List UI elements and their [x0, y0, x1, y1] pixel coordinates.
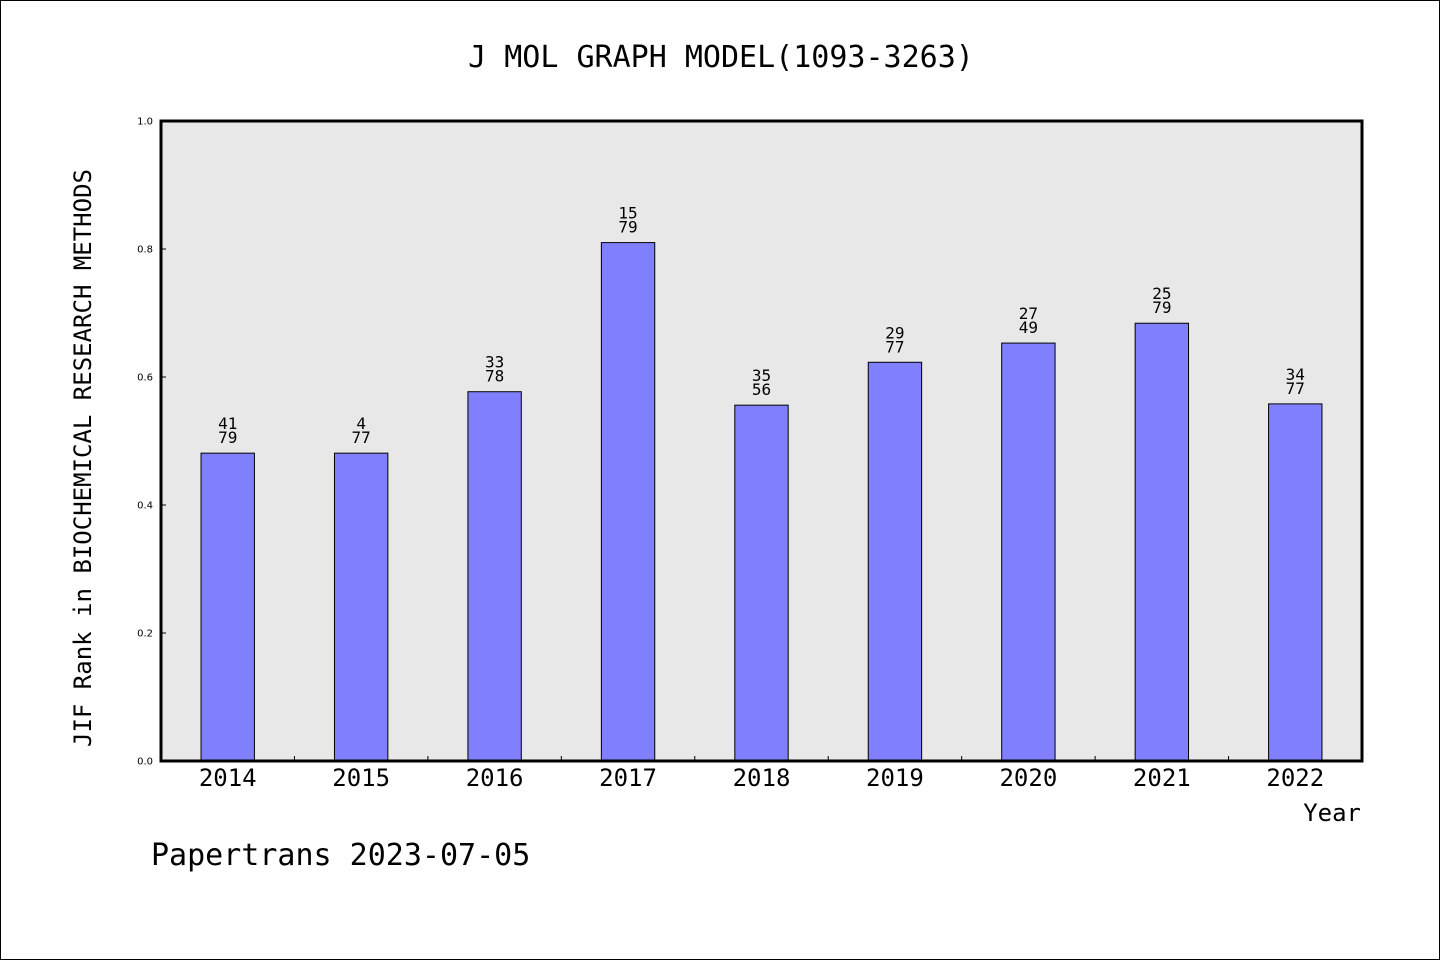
x-tick-label-2015: 2015: [332, 764, 390, 792]
y-tick-label: 0.2: [137, 629, 153, 640]
data-label-rank-2021: 25: [1152, 284, 1171, 303]
data-label-rank-2015: 4: [356, 414, 366, 433]
data-label-rank-2022: 34: [1286, 365, 1305, 384]
data-label-rank-2017: 15: [618, 204, 637, 223]
y-tick-label: 0.6: [137, 373, 153, 384]
y-tick-label: 0.8: [137, 245, 153, 256]
data-label-rank-2016: 33: [485, 353, 504, 372]
bar-2014: [200, 452, 255, 762]
data-label-rank-2018: 35: [752, 366, 771, 385]
data-label-rank-2014: 41: [218, 414, 237, 433]
data-label-total-2020: 49: [1019, 318, 1038, 337]
data-label-total-2021: 79: [1152, 298, 1171, 317]
data-label-total-2018: 56: [752, 380, 771, 399]
data-label-total-2017: 79: [618, 218, 637, 237]
y-tick-label: 0.4: [137, 501, 153, 512]
bar-2018: [734, 404, 789, 762]
x-tick-label-2022: 2022: [1266, 764, 1324, 792]
x-tick-label-2017: 2017: [599, 764, 657, 792]
chart-title: J MOL GRAPH MODEL(1093-3263): [468, 40, 974, 75]
x-tick-label-2019: 2019: [866, 764, 924, 792]
data-label-total-2015: 77: [352, 428, 371, 447]
bars-layer: [200, 242, 1323, 762]
x-axis-label: Year: [1303, 799, 1361, 827]
bar-2020: [1001, 342, 1056, 762]
x-tick-label-2016: 2016: [466, 764, 524, 792]
bar-2022: [1268, 403, 1323, 762]
y-tick-label: 1.0: [137, 117, 153, 128]
data-label-total-2014: 79: [218, 428, 237, 447]
bar-2021: [1134, 322, 1190, 762]
x-tick-label-2018: 2018: [733, 764, 791, 792]
x-tick-label-2014: 2014: [199, 764, 257, 792]
x-tick-label-2020: 2020: [999, 764, 1057, 792]
bar-2017: [600, 242, 656, 762]
data-label-total-2022: 77: [1286, 379, 1305, 398]
data-label-total-2016: 78: [485, 367, 504, 386]
x-axis-ticks: 2014 2015 2016 2017 2018 2019 2020 2021 2022: [199, 756, 1324, 792]
y-axis-label: JIF Rank in BIOCHEMICAL RESEARCH METHODS: [69, 169, 97, 747]
bar-2019: [867, 361, 923, 762]
data-label-rank-2020: 27: [1019, 304, 1038, 323]
bar-2015: [333, 452, 389, 762]
footer-source-date: Papertrans 2023-07-05: [151, 838, 530, 873]
x-tick-label-2021: 2021: [1133, 764, 1191, 792]
data-label-total-2019: 77: [885, 337, 904, 356]
bar-2016: [467, 391, 522, 762]
y-tick-label: 0.0: [137, 757, 153, 768]
data-label-rank-2019: 29: [885, 323, 904, 342]
plot-border: [159, 119, 1364, 763]
